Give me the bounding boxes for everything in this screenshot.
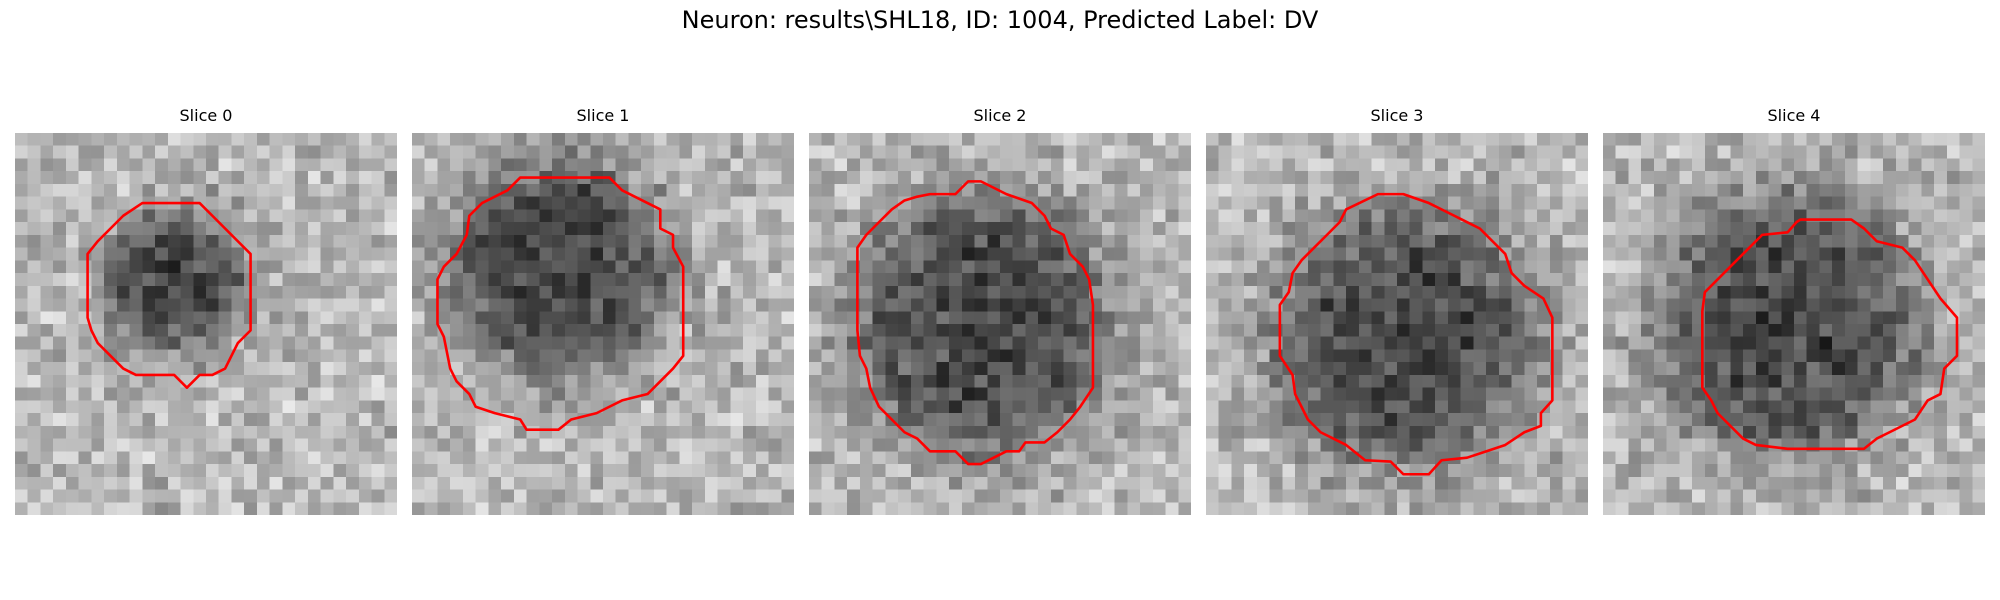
slice-title: Slice 0 <box>179 106 233 125</box>
slice-image <box>809 133 1191 515</box>
red-contour <box>88 203 251 388</box>
slice-image <box>15 133 397 515</box>
slice-image <box>412 133 794 515</box>
red-contour <box>1280 194 1552 474</box>
red-contour <box>857 181 1093 464</box>
slice-image <box>1603 133 1985 515</box>
contour-overlay <box>15 133 397 515</box>
slice-panel-0: Slice 0 <box>15 106 397 524</box>
slice-title: Slice 2 <box>973 106 1027 125</box>
red-contour <box>1702 220 1957 449</box>
slice-panel-2: Slice 2 <box>809 106 1191 524</box>
slice-panel-4: Slice 4 <box>1603 106 1985 524</box>
contour-overlay <box>1206 133 1588 515</box>
slice-title: Slice 1 <box>576 106 630 125</box>
figure-title: Neuron: results\SHL18, ID: 1004, Predict… <box>681 6 1319 34</box>
contour-overlay <box>1603 133 1985 515</box>
slice-image <box>1206 133 1588 515</box>
contour-overlay <box>412 133 794 515</box>
slice-panel-1: Slice 1 <box>412 106 794 524</box>
slice-title: Slice 3 <box>1370 106 1424 125</box>
slice-title: Slice 4 <box>1767 106 1821 125</box>
red-contour <box>437 178 683 430</box>
slice-panel-3: Slice 3 <box>1206 106 1588 524</box>
contour-overlay <box>809 133 1191 515</box>
